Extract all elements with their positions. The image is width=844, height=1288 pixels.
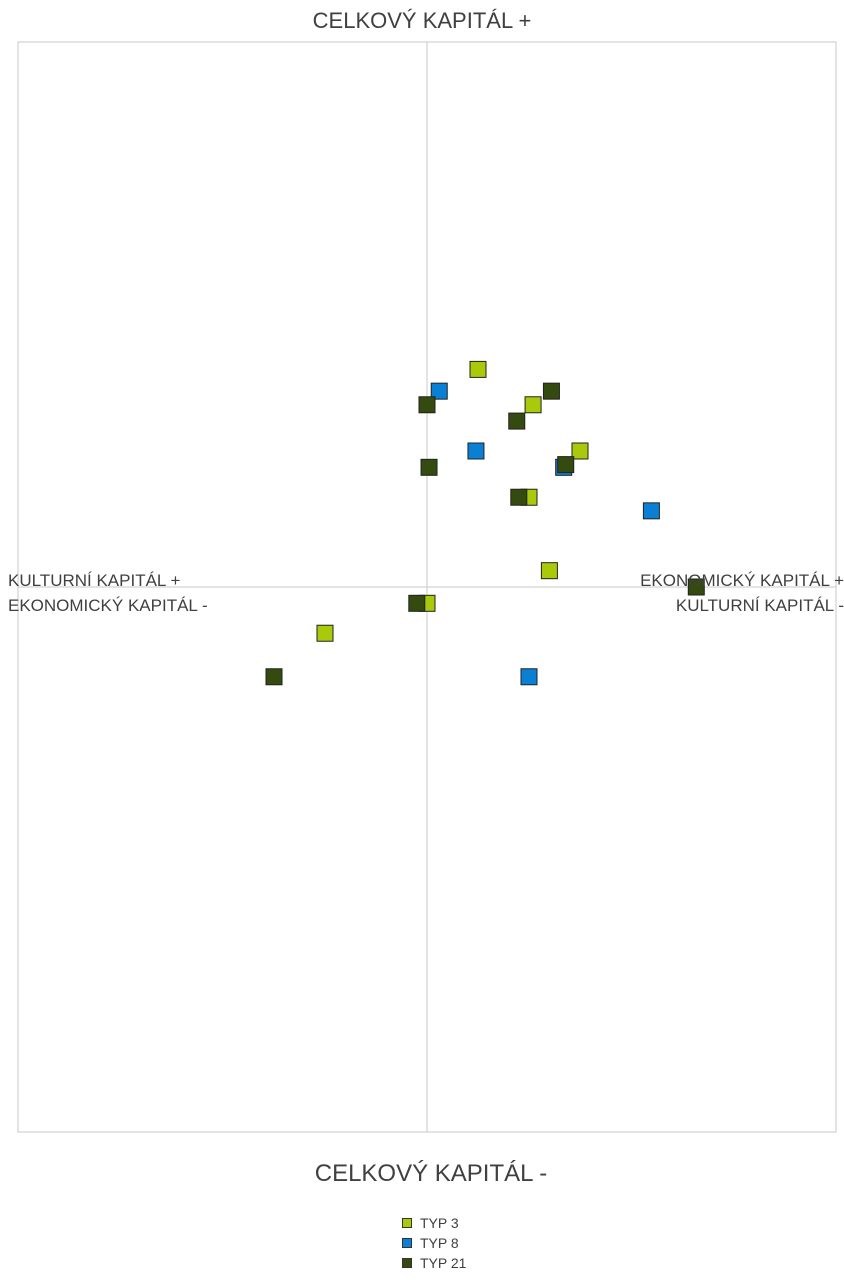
left-label-line-2: EKONOMICKÝ KAPITÁL - bbox=[8, 596, 208, 615]
right-axis-label: EKONOMICKÝ KAPITÁL + KULTURNÍ KAPITÁL - bbox=[640, 568, 844, 618]
legend-label-typ-21: TYP 21 bbox=[420, 1255, 467, 1271]
legend-item-typ-21: TYP 21 bbox=[402, 1253, 466, 1273]
point-typ-3-2 bbox=[524, 396, 542, 414]
point-typ-21-8 bbox=[408, 594, 426, 612]
point-typ-21-1 bbox=[542, 382, 560, 400]
point-typ-21-3 bbox=[508, 412, 526, 430]
right-label-line-1: EKONOMICKÝ KAPITÁL + bbox=[640, 571, 844, 590]
point-typ-8-4 bbox=[642, 502, 660, 520]
chart-title-top: CELKOVÝ KAPITÁL + bbox=[312, 8, 532, 33]
legend-item-typ-8: TYP 8 bbox=[402, 1233, 466, 1253]
legend-item-typ-3: TYP 3 bbox=[402, 1213, 466, 1233]
legend-swatch-typ-3 bbox=[402, 1218, 412, 1228]
point-typ-21-9 bbox=[265, 668, 283, 686]
point-typ-21-7 bbox=[687, 578, 705, 596]
legend-swatch-typ-21 bbox=[402, 1258, 412, 1268]
left-axis-label: KULTURNÍ KAPITÁL + EKONOMICKÝ KAPITÁL - bbox=[8, 568, 208, 618]
point-typ-21-5 bbox=[420, 458, 438, 476]
point-typ-3-7 bbox=[316, 624, 334, 642]
legend-label-typ-8: TYP 8 bbox=[420, 1235, 459, 1251]
point-typ-8-5 bbox=[520, 668, 538, 686]
data-points bbox=[265, 360, 705, 686]
chart-title-bottom: CELKOVÝ KAPITÁL - bbox=[314, 1160, 548, 1187]
legend-swatch-typ-8 bbox=[402, 1238, 412, 1248]
point-typ-8-2 bbox=[467, 442, 485, 460]
right-label-line-2: KULTURNÍ KAPITÁL - bbox=[675, 596, 844, 615]
legend-label-typ-3: TYP 3 bbox=[420, 1215, 459, 1231]
point-typ-3-1 bbox=[469, 360, 487, 378]
point-typ-21-4 bbox=[557, 456, 575, 474]
legend: TYP 3 TYP 8 TYP 21 bbox=[402, 1213, 466, 1273]
point-typ-21-6 bbox=[510, 488, 528, 506]
point-typ-8-1 bbox=[430, 382, 448, 400]
point-typ-3-5 bbox=[540, 562, 558, 580]
left-label-line-1: KULTURNÍ KAPITÁL + bbox=[8, 571, 181, 590]
point-typ-21-2 bbox=[418, 396, 436, 414]
point-typ-3-3 bbox=[571, 442, 589, 460]
